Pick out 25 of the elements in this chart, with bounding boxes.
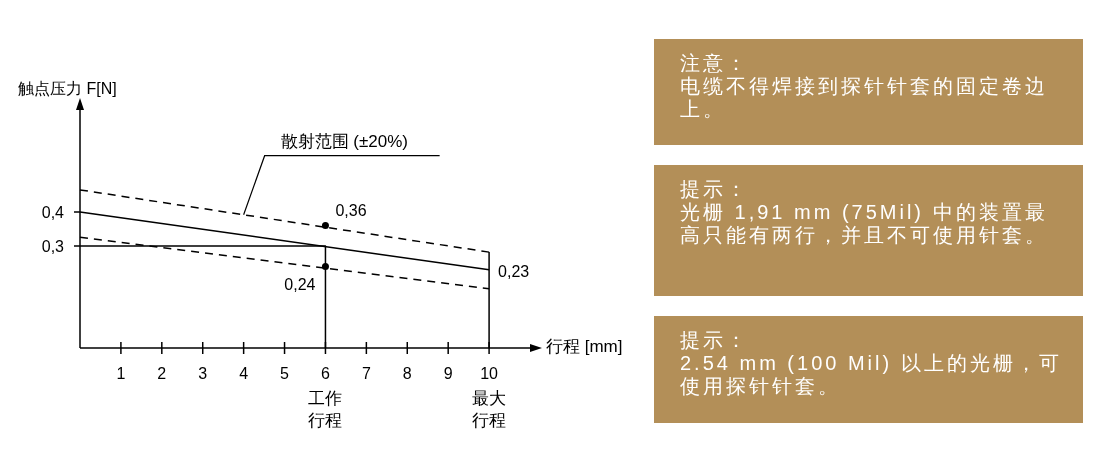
x-tick-label: 7 [361, 365, 371, 382]
text: 光栅 1,91 mm (75Mil) 中的装置最高只能有两行，并且不可使用针套。 [680, 201, 1049, 247]
x-tick-label: 6 [321, 365, 330, 382]
text: 提示： [680, 329, 750, 352]
text: 注意： [680, 52, 750, 75]
x-tick-label: 1 [116, 365, 126, 382]
annotation: 0,23 [498, 262, 530, 280]
annotation: 0,36 [335, 201, 367, 219]
x-tick-label: 2 [157, 365, 167, 382]
x-tick-label: 10 [480, 365, 499, 382]
text: 2.54 mm (100 Mil) 以上的光栅，可使用探针针套。 [680, 352, 1063, 398]
y-tick-label: 0,3 [41, 238, 65, 255]
x-tick-label: 3 [198, 365, 208, 382]
text: 提示： [680, 178, 750, 201]
annotation: 工作行程 [308, 389, 343, 430]
x-tick-label: 4 [239, 365, 249, 382]
x-tick-label: 5 [280, 365, 290, 382]
annotation: 0,24 [284, 276, 316, 294]
y-tick-label: 0,4 [41, 204, 65, 221]
annotation: 最大行程 [472, 389, 507, 430]
y-axis-title: 触点压力 F[N] [18, 80, 117, 97]
x-axis-title: 行程 [mm] [546, 337, 623, 356]
text: 电缆不得焊接到探针针套的固定卷边上。 [680, 75, 1049, 121]
x-tick-label: 8 [402, 365, 412, 382]
x-tick-label: 9 [443, 365, 453, 382]
